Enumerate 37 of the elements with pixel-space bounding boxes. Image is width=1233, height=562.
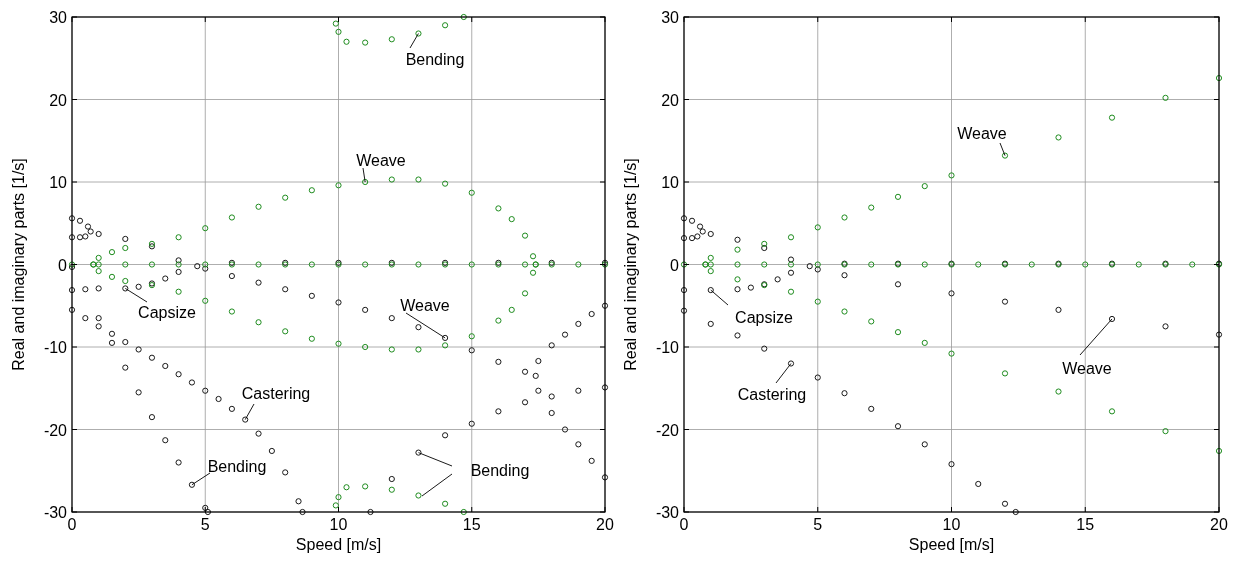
y-tick-label: 0 — [58, 256, 68, 274]
x-tick-label: 15 — [462, 516, 481, 533]
x-tick-label: 15 — [1076, 516, 1095, 533]
annotation: Weave — [356, 152, 406, 169]
x-tick-label: 5 — [200, 516, 210, 533]
annotation: Weave — [400, 297, 450, 314]
y-axis-title: Real and imaginary parts [1/s] — [10, 158, 27, 371]
y-tick-label: 0 — [670, 256, 680, 274]
y-tick-label: -30 — [655, 504, 680, 521]
y-tick-label: -10 — [655, 339, 680, 356]
y-tick-label: 30 — [661, 9, 680, 26]
y-tick-label: -20 — [43, 421, 68, 439]
y-tick-label: -30 — [43, 504, 68, 521]
y-tick-label: 30 — [49, 9, 68, 26]
x-axis-title: Speed [m/s] — [908, 536, 995, 553]
annotation: Weave — [1062, 360, 1112, 377]
annotation: Weave — [957, 125, 1007, 142]
x-tick-label: 5 — [813, 516, 823, 533]
x-axis-title: Speed [m/s] — [295, 536, 382, 553]
annotation: Bending — [207, 458, 267, 475]
y-tick-label: 10 — [49, 174, 68, 191]
x-tick-label: 10 — [329, 516, 348, 533]
y-tick-label: 20 — [49, 91, 68, 109]
annotation: Bending — [405, 51, 465, 68]
y-tick-label: -20 — [655, 421, 680, 439]
x-tick-label: 10 — [942, 516, 961, 533]
y-tick-label: 20 — [661, 91, 680, 109]
y-tick-label: 10 — [661, 174, 680, 191]
x-tick-label: 20 — [596, 516, 614, 533]
annotation: Castering — [737, 386, 807, 403]
annotation: Castering — [241, 385, 311, 402]
y-axis-title: Real and imaginary parts [1/s] — [622, 158, 639, 371]
y-tick-label: -10 — [43, 339, 68, 356]
annotation: Bending — [470, 462, 530, 479]
annotation: Capsize — [138, 304, 196, 321]
x-tick-label: 20 — [1210, 516, 1228, 533]
annotation: Capsize — [735, 309, 793, 326]
